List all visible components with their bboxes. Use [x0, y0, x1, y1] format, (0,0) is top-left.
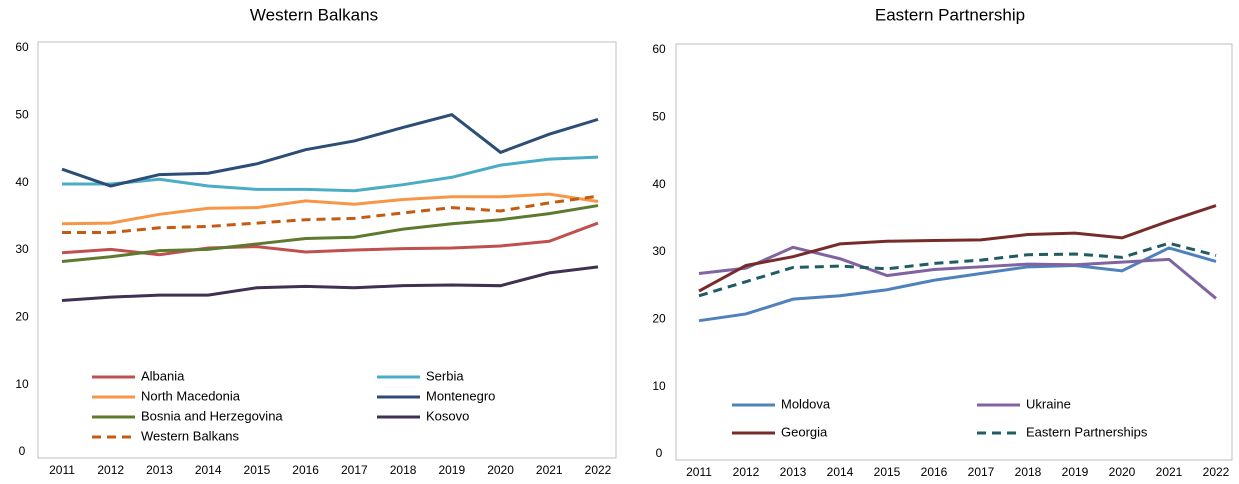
- x-tick-label: 2012: [733, 465, 760, 479]
- legend-label: North Macedonia: [141, 388, 241, 403]
- x-tick-label: 2015: [244, 463, 271, 477]
- series-line: [698, 245, 1217, 300]
- x-tick-label: 2019: [438, 463, 465, 477]
- y-tick-label: 20: [15, 310, 29, 324]
- x-tick-label: 2021: [536, 463, 563, 477]
- x-tick-label: 2012: [97, 463, 124, 477]
- y-tick-label: 40: [652, 177, 666, 191]
- x-tick-label: 2016: [292, 463, 319, 477]
- y-tick-label: 30: [652, 244, 666, 258]
- x-tick-label: 2021: [1156, 465, 1183, 479]
- legend-label: Kosovo: [426, 408, 469, 423]
- chart-title: Eastern Partnership: [875, 5, 1025, 24]
- x-tick-label: 2018: [390, 463, 417, 477]
- legend-label: Moldova: [781, 396, 831, 411]
- y-tick-label: 0: [656, 446, 663, 460]
- x-tick-label: 2019: [1062, 465, 1089, 479]
- legend-label: Eastern Partnerships: [1026, 424, 1148, 439]
- y-tick-label: 10: [15, 377, 29, 391]
- x-tick-label: 2016: [921, 465, 948, 479]
- y-tick-label: 0: [19, 444, 26, 458]
- plot-frame: [675, 43, 1233, 461]
- x-tick-label: 2022: [585, 463, 612, 477]
- x-tick-label: 2013: [146, 463, 173, 477]
- x-tick-label: 2013: [780, 465, 807, 479]
- x-tick-label: 2014: [827, 465, 854, 479]
- plot-frame: [37, 41, 617, 459]
- series-line: [61, 204, 599, 263]
- y-tick-label: 10: [652, 379, 666, 393]
- x-tick-label: 2020: [1109, 465, 1136, 479]
- series-line: [698, 246, 1217, 323]
- legend-label: Georgia: [781, 424, 828, 439]
- series-line: [61, 192, 599, 226]
- x-tick-label: 2011: [686, 465, 712, 479]
- legend-label: Ukraine: [1026, 396, 1071, 411]
- x-tick-label: 2015: [874, 465, 901, 479]
- legend-label: Western Balkans: [141, 428, 240, 443]
- series-line: [698, 241, 1217, 298]
- series-line: [61, 265, 599, 302]
- series-line: [62, 155, 599, 193]
- y-tick-label: 30: [15, 242, 29, 256]
- x-tick-label: 2018: [1015, 465, 1042, 479]
- y-tick-label: 60: [15, 40, 29, 54]
- y-tick-label: 50: [652, 110, 666, 124]
- x-tick-label: 2011: [49, 463, 75, 477]
- series-line: [61, 113, 599, 188]
- legend-label: Montenegro: [426, 388, 495, 403]
- chart-title: Western Balkans: [250, 5, 378, 24]
- x-tick-label: 2014: [195, 463, 222, 477]
- series-line: [61, 221, 599, 257]
- legend-label: Bosnia and Herzegovina: [141, 408, 283, 423]
- y-tick-label: 60: [652, 42, 666, 56]
- series-line: [698, 204, 1217, 293]
- x-tick-label: 2022: [1203, 465, 1230, 479]
- x-tick-label: 2017: [341, 463, 368, 477]
- x-tick-label: 2017: [968, 465, 995, 479]
- legend-label: Serbia: [426, 368, 464, 383]
- y-tick-label: 40: [15, 175, 29, 189]
- y-tick-label: 50: [15, 108, 29, 122]
- y-tick-label: 20: [652, 312, 666, 326]
- x-tick-label: 2020: [487, 463, 514, 477]
- legend-label: Albania: [141, 368, 185, 383]
